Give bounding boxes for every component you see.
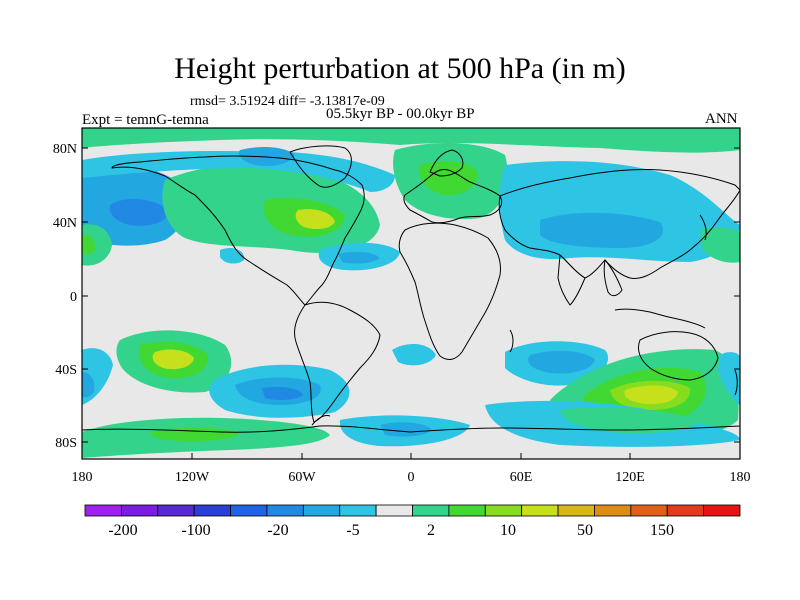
colorbar-swatch-17 — [703, 504, 741, 517]
colorbar-swatch-16 — [666, 504, 705, 517]
contour-asia-blue2 — [540, 212, 664, 248]
season-label: ANN — [705, 111, 738, 127]
colorbar-swatch-2 — [157, 504, 195, 517]
colorbar-swatch-11 — [484, 504, 523, 517]
coastlines — [82, 145, 740, 433]
contour-dateline-green — [82, 224, 112, 266]
coast-indonesia — [614, 308, 706, 329]
lon-label-120w: 120W — [175, 470, 210, 485]
colorbar-swatch-6 — [302, 504, 341, 517]
coast-australia — [637, 331, 719, 381]
colorbar-swatch-12 — [521, 504, 559, 517]
contour-antarctic-east-green — [560, 407, 700, 434]
lon-label-0: 0 — [408, 470, 415, 485]
colorbar-label-10: 10 — [500, 522, 516, 539]
coast-antarctica — [82, 425, 740, 433]
colorbar-label-minus-5: -5 — [346, 522, 359, 539]
contour-field — [82, 128, 740, 459]
colorbar-swatch-7 — [339, 504, 377, 517]
contour-dateline-green-core — [82, 234, 96, 255]
contour-west-pacific-green — [700, 227, 740, 263]
contour-greenland-blue — [238, 147, 295, 167]
colorbar-swatch-5 — [266, 504, 304, 517]
coast-europe — [403, 169, 503, 224]
stats-text: rmsd= 3.51924 diff= -3.13817e-09 — [190, 94, 385, 109]
coast-southeast-asia — [603, 259, 623, 297]
coast-new-zealand — [734, 369, 738, 396]
colorbar-label-minus-20: -20 — [267, 522, 288, 539]
lon-label-120e: 120E — [615, 470, 645, 485]
colorbar-swatch-8 — [375, 504, 413, 517]
lon-label-180e: 180 — [730, 470, 751, 485]
colorbar-swatch-0 — [84, 504, 122, 517]
contour-south-pacific-core — [152, 349, 194, 370]
colorbar-swatch-4 — [230, 504, 268, 517]
contour-south-atlantic-blue — [392, 343, 436, 366]
contour-arctic-canada-blue — [82, 150, 395, 192]
colorbar-label-2: 2 — [427, 522, 435, 539]
colorbar-swatch-9 — [412, 504, 450, 517]
lon-label-180w: 180 — [72, 470, 93, 485]
lat-label-0: 0 — [70, 290, 77, 305]
colorbar-swatch-3 — [193, 504, 231, 517]
lat-label-40s: 40S — [55, 363, 77, 378]
coast-antarctic-peninsula — [311, 415, 331, 426]
lat-label-80n: 80N — [53, 142, 77, 157]
contour-southeast-pacific-blue — [718, 352, 740, 405]
colorbar-label-150: 150 — [650, 522, 674, 539]
colorbar-swatch-10 — [448, 504, 486, 517]
coast-scandinavia — [429, 149, 464, 177]
colorbar-label-50: 50 — [577, 522, 593, 539]
colorbar-label-minus-200: -200 — [108, 522, 137, 539]
experiment-label: Expt = temnG-temna — [82, 112, 209, 128]
plot-title: Height perturbation at 500 hPa (in m) — [174, 52, 626, 85]
coast-india — [557, 254, 586, 306]
coast-asia — [498, 168, 740, 279]
coast-japan — [699, 214, 707, 241]
colorbar-swatch-13 — [557, 504, 595, 517]
lat-label-80s: 80S — [55, 436, 77, 451]
colorbar-swatch-15 — [630, 504, 668, 517]
contour-eurasia-green2 — [419, 160, 478, 196]
coast-north-america — [111, 155, 365, 306]
lat-labels: 80N 40N 0 40S 80S — [53, 142, 77, 451]
colorbar-labels: -200 -100 -20 -5 2 10 50 150 — [108, 522, 674, 539]
contour-indian-blue2 — [528, 350, 595, 374]
coast-greenland — [289, 145, 352, 188]
contour-antarctic-blue2 — [380, 422, 432, 437]
colorbar-swatch-1 — [120, 504, 159, 517]
contour-south-america-core — [262, 386, 303, 400]
contour-antarctic-green-west2 — [150, 427, 240, 442]
colorbar-label-minus-100: -100 — [181, 522, 210, 539]
period-label: 05.5kyr BP - 00.0kyr BP — [326, 106, 475, 122]
contour-far-south-pacific-blue2 — [82, 372, 95, 398]
coast-africa — [398, 222, 501, 360]
axis-ticks — [81, 147, 741, 459]
contour-atlantic-blue2 — [338, 251, 380, 264]
lon-label-60e: 60E — [510, 470, 533, 485]
colorbar — [84, 504, 741, 517]
contour-north-pacific-core — [109, 198, 169, 226]
lat-label-40n: 40N — [53, 216, 77, 231]
coast-madagascar — [509, 329, 514, 353]
contour-south-indian-core2 — [624, 385, 678, 405]
lon-labels: 180 120W 60W 0 60E 120E 180 — [72, 470, 751, 485]
lon-label-60w: 60W — [288, 470, 316, 485]
contour-arctic-green — [82, 128, 740, 153]
coast-south-america — [293, 301, 381, 423]
contour-namerica-core — [295, 209, 335, 230]
colorbar-swatch-14 — [594, 504, 632, 517]
